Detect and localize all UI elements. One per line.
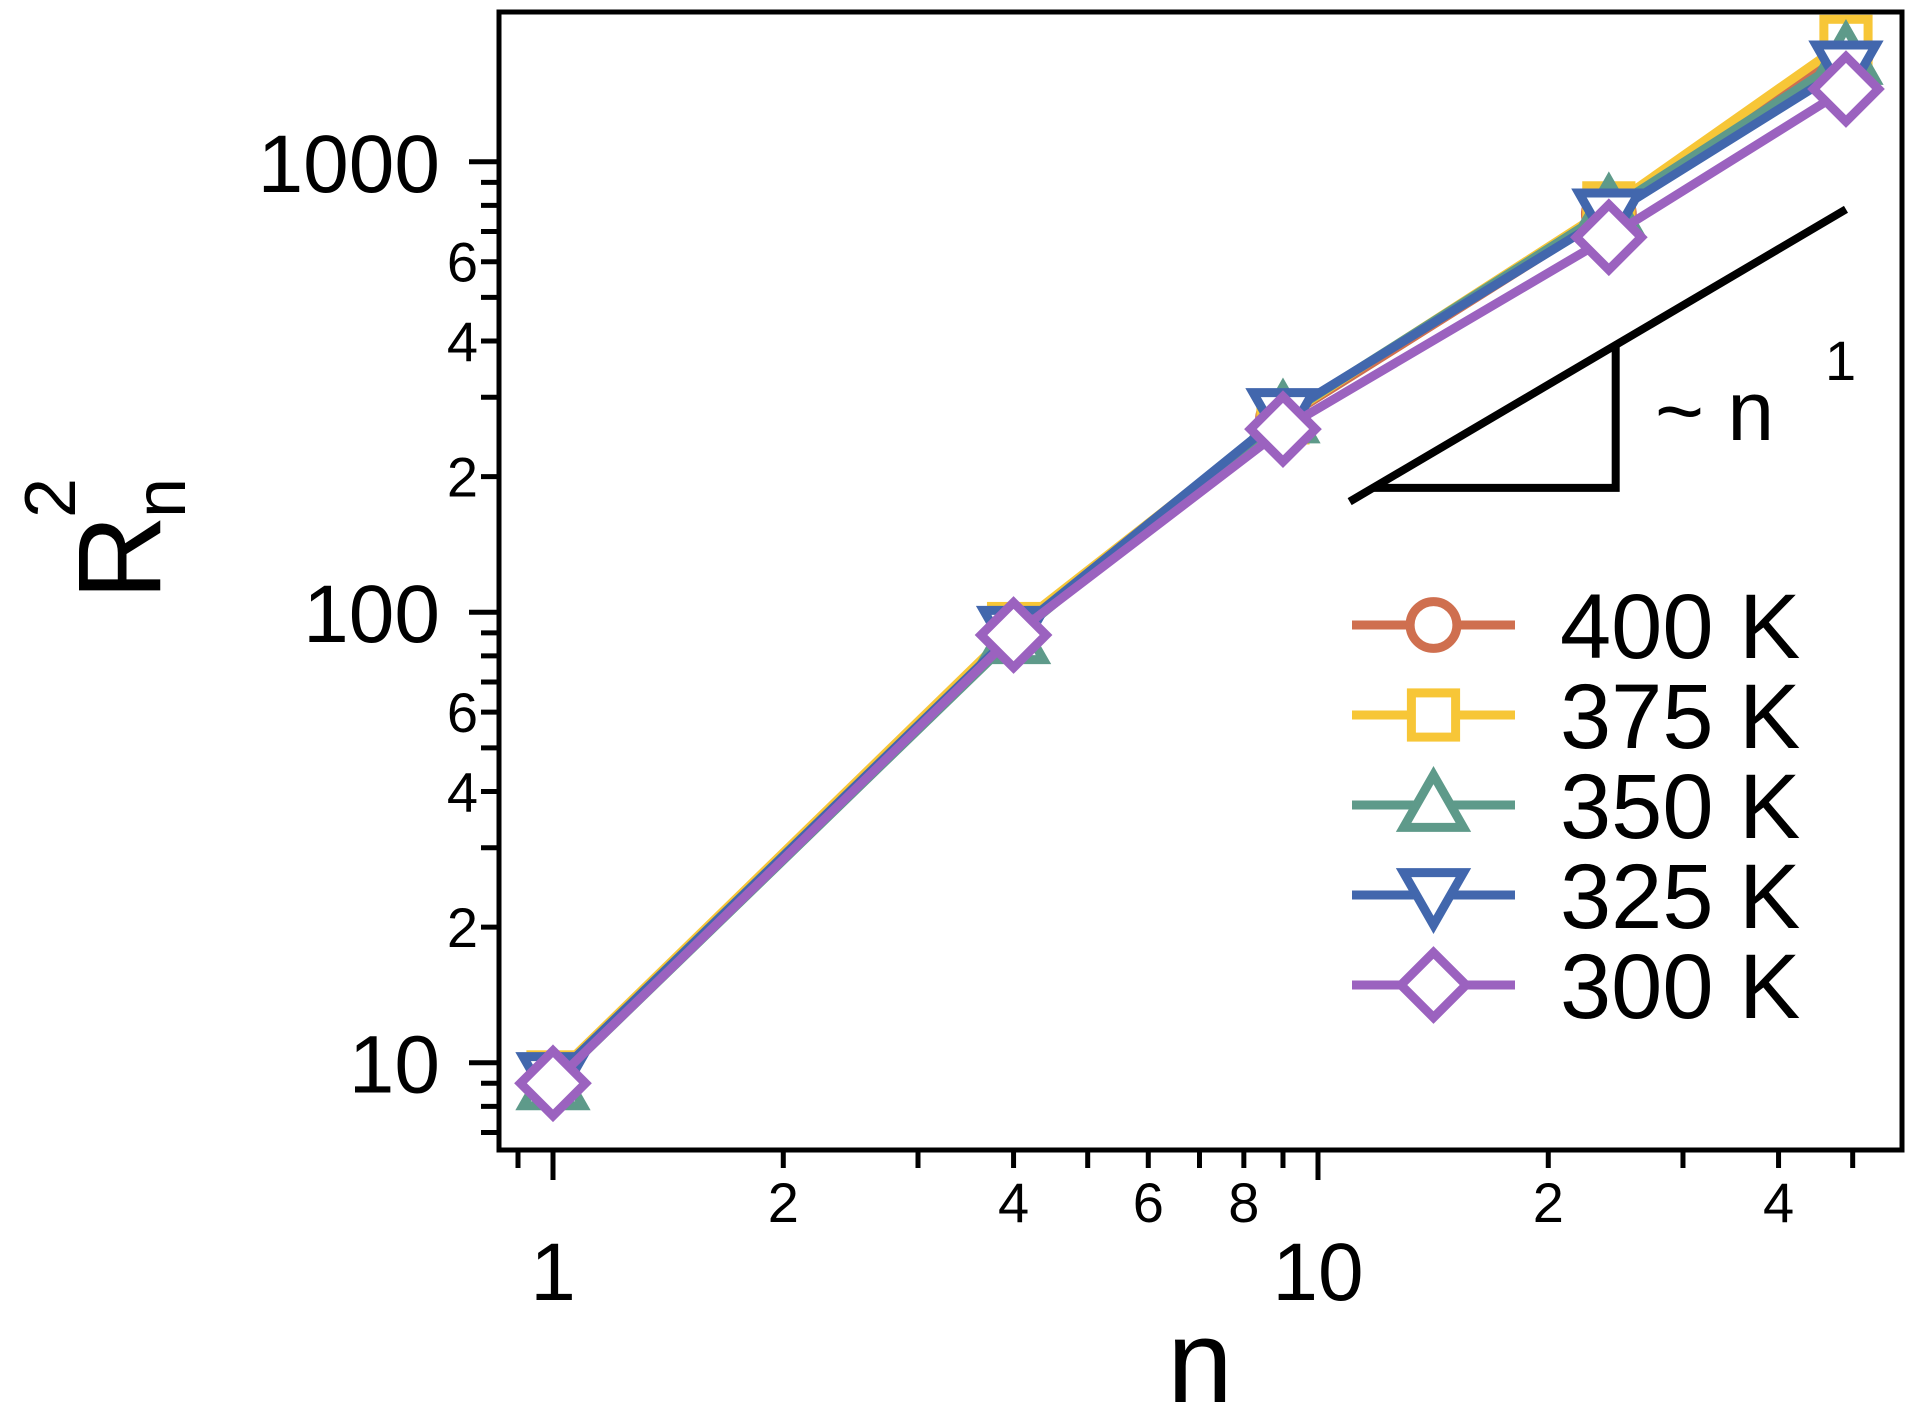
legend-item: 400 K [1352,576,1800,678]
y-axis-label-sup: 2 [11,478,91,518]
legend-label: 400 K [1560,576,1800,678]
legend-item: 375 K [1352,666,1800,768]
data-point [1394,946,1473,1024]
legend-label: 375 K [1560,666,1800,768]
data-point [974,596,1053,674]
y-tick-label: 6 [447,231,478,294]
data-point [514,1044,592,1123]
slope-line [1347,205,1849,506]
legend-item: 325 K [1352,846,1800,948]
data-point [1405,597,1462,653]
legend-label: 350 K [1560,756,1800,858]
legend-item: 300 K [1352,936,1800,1038]
y-tick-label: 10 [349,1020,440,1111]
slope-annotation-text: ~ n [1655,364,1774,458]
slope-triangle [1372,344,1620,492]
y-tick-label: 2 [447,896,478,959]
x-tick-label: 1 [530,1227,576,1318]
y-tick-label: 1000 [258,119,440,210]
plot-frame [496,9,1905,1153]
legend-label: 300 K [1560,936,1800,1038]
x-tick-label: 2 [1533,1171,1564,1234]
x-tick-label: 8 [1228,1171,1259,1234]
data-point [1395,868,1472,934]
legend-label: 325 K [1560,846,1800,948]
y-tick-label: 6 [447,681,478,744]
data-series [514,14,1885,1123]
y-axis-label-main: R [54,515,186,600]
data-point [1395,766,1472,832]
x-tick-label: 4 [998,1171,1029,1234]
x-tick-label: 10 [1272,1227,1363,1318]
y-tick-label: 100 [303,569,440,660]
y-tick-label: 4 [447,760,478,823]
data-point [1569,198,1648,277]
x-axis-label: n [1167,1296,1233,1417]
y-axis-label-sub: n [121,478,201,518]
legend-item: 350 K [1352,756,1800,858]
y-axis-label: R n 2 [11,478,201,600]
x-tick-label: 6 [1133,1171,1164,1234]
x-tick-label: 2 [768,1171,799,1234]
x-tick-label: 4 [1763,1171,1794,1234]
axes-ticks [469,159,1856,1180]
data-point [1406,688,1461,742]
data-point [1244,390,1322,468]
slope-annotation-exponent: 1 [1825,329,1856,392]
series-300-k [514,50,1885,1123]
y-tick-label: 2 [447,446,478,509]
slope-annotation: ~ n 1 [1347,205,1856,506]
data-point [1807,50,1885,128]
y-tick-label: 4 [447,310,478,373]
